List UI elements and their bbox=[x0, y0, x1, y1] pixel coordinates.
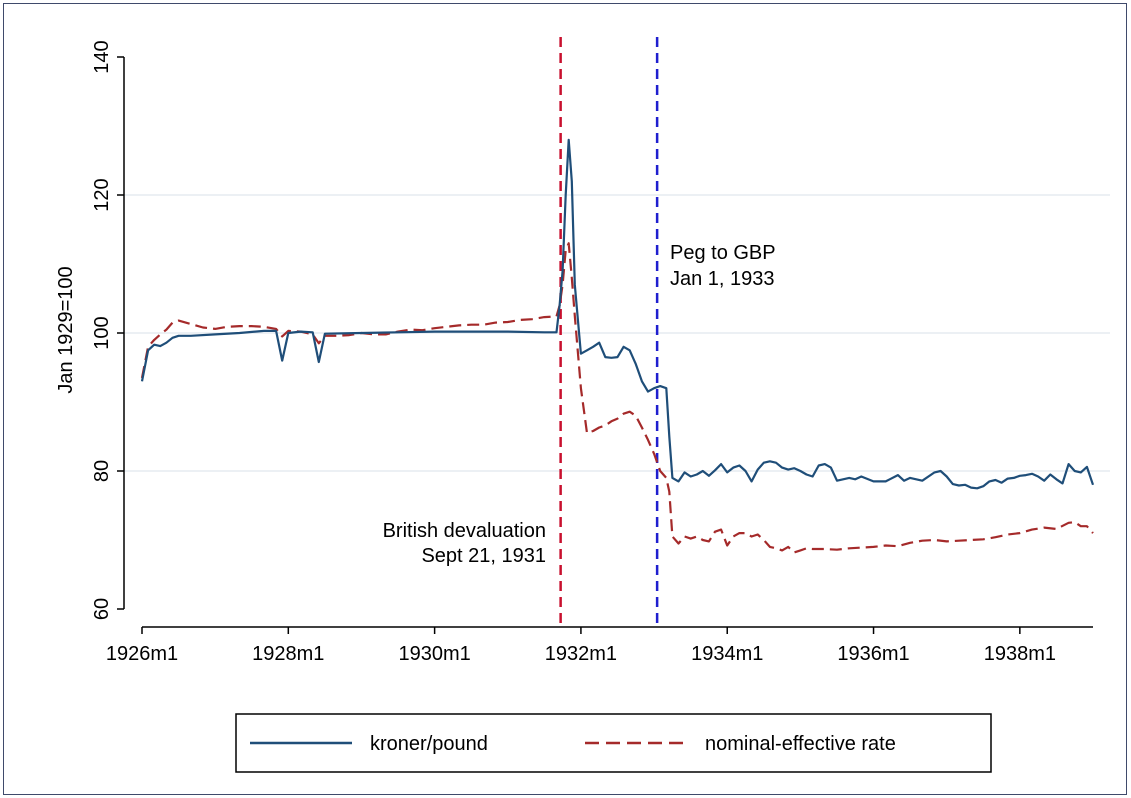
y-tick-label: 80 bbox=[91, 460, 113, 482]
x-tick-label: 1930m1 bbox=[398, 643, 470, 665]
plot-area bbox=[124, 15, 1110, 627]
y-tick-label: 120 bbox=[91, 178, 113, 211]
y-tick-label: 140 bbox=[91, 40, 113, 73]
x-tick-label: 1936m1 bbox=[837, 643, 909, 665]
series-lines bbox=[140, 138, 1095, 554]
y-tick-label: 60 bbox=[91, 598, 113, 620]
legend: kroner/pound nominal-effective rate bbox=[235, 713, 992, 773]
x-tick-label: 1928m1 bbox=[252, 643, 324, 665]
legend-label-kroner-pound: kroner/pound bbox=[370, 733, 488, 755]
y-tick-label: 100 bbox=[91, 316, 113, 349]
x-tick-label: 1932m1 bbox=[545, 643, 617, 665]
legend-label-nominal-effective: nominal-effective rate bbox=[705, 733, 896, 755]
x-tick-label: 1926m1 bbox=[106, 643, 178, 665]
y-axis-title: Jan 1929=100 bbox=[55, 266, 77, 393]
annotation-peg-line1: Peg to GBP bbox=[670, 242, 776, 264]
x-tick-label: 1938m1 bbox=[984, 643, 1056, 665]
annotation-peg-line2: Jan 1, 1933 bbox=[670, 268, 775, 290]
annotations: British devaluation Sept 21, 1931 Peg to G… bbox=[383, 242, 776, 567]
annotation-devaluation-line2: Sept 21, 1931 bbox=[421, 545, 546, 567]
axes: 60 80 100 120 140 1926m1 1928m1 1930m1 1932m1 193… bbox=[91, 40, 1093, 665]
event-lines bbox=[559, 37, 659, 627]
series-line-kroner-pound bbox=[140, 138, 1095, 490]
x-tick-label: 1934m1 bbox=[691, 643, 763, 665]
annotation-devaluation-line1: British devaluation bbox=[383, 520, 546, 542]
